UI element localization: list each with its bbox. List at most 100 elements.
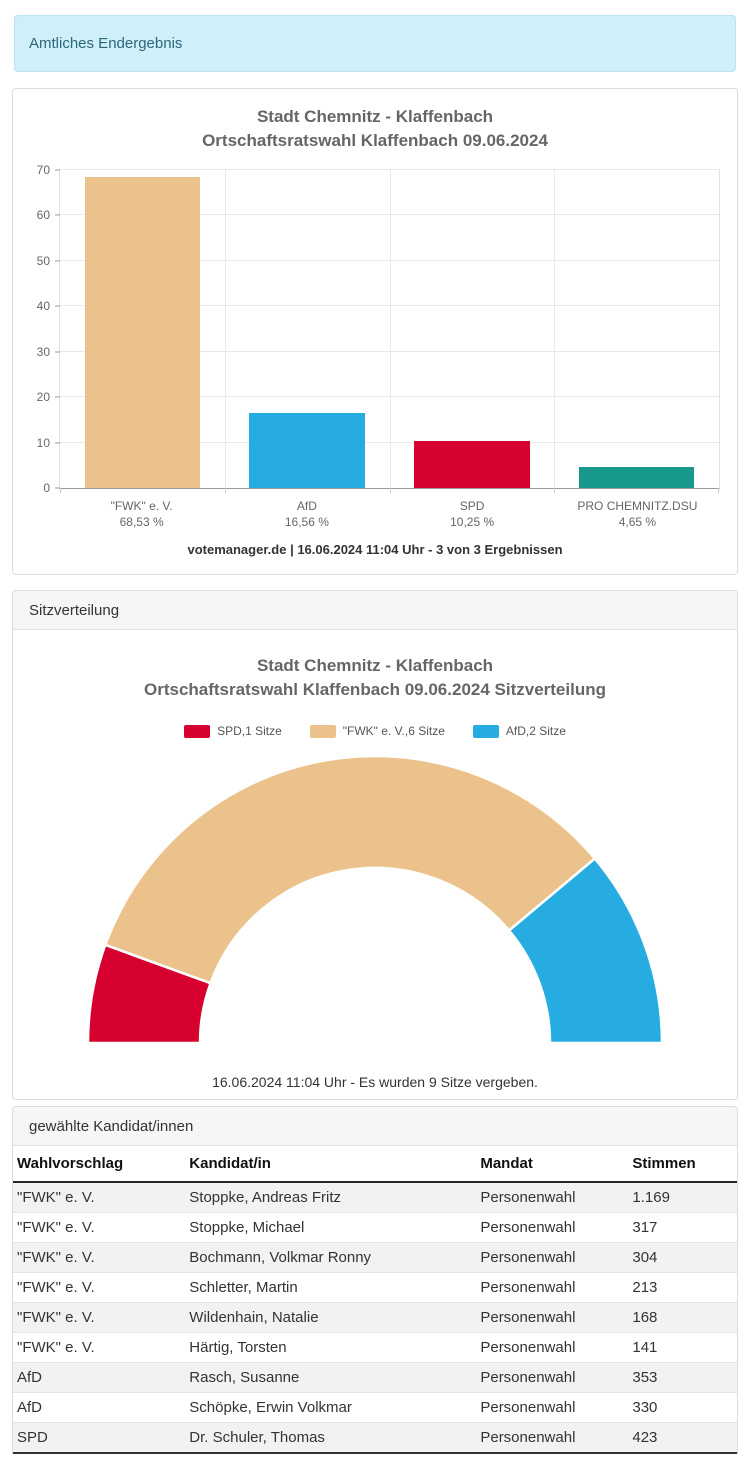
- bar-chart-title: Stadt Chemnitz - Klaffenbach Ortschaftsr…: [13, 105, 737, 153]
- cell-kandidat: Schletter, Martin: [189, 1279, 298, 1296]
- bar-category-name: "FWK" e. V.: [110, 499, 173, 513]
- cell-mandat: Personenwahl: [480, 1279, 576, 1296]
- table-row: "FWK" e. V. Schletter, Martin Personenwahl…: [13, 1272, 737, 1303]
- table-row: AfD Rasch, Susanne Personenwahl 353: [13, 1362, 737, 1393]
- y-axis-tick: [55, 442, 60, 444]
- x-axis-tick: [224, 488, 226, 493]
- legend-label: "FWK" e. V.,6 Sitze: [342, 724, 445, 738]
- bar-chart-title-line2: Ortschaftsratswahl Klaffenbach 09.06.202…: [202, 131, 548, 150]
- bar-afd: [249, 412, 365, 488]
- cell-stimmen: 213: [632, 1279, 658, 1296]
- y-axis-tick: [55, 487, 60, 489]
- y-axis-tick: [55, 305, 60, 307]
- x-axis-tick: [718, 488, 719, 493]
- x-axis-tick: [60, 488, 61, 493]
- table-row: AfD Schöpke, Erwin Volkmar Personenwahl 330: [13, 1392, 737, 1423]
- donut-chart-title-line1: Stadt Chemnitz - Klaffenbach: [256, 656, 494, 675]
- bar-prochemnitzdsu: [578, 466, 695, 488]
- seat-distribution-donut-chart: [86, 754, 664, 1045]
- cell-kandidat: Stoppke, Michael: [189, 1219, 305, 1236]
- bar-category-name: AfD: [296, 499, 317, 513]
- vertical-gridline: [554, 170, 556, 488]
- legend-item: AfD,2 Sitze: [472, 724, 566, 738]
- table-row: SPD Dr. Schuler, Thomas Personenwahl 423: [13, 1422, 737, 1453]
- seat-distribution-card: Sitzverteilung Stadt Chemnitz - Klaffenb…: [12, 590, 738, 1100]
- candidates-table: Wahlvorschlag Kandidat/in Mandat Stimmen "F…: [13, 1146, 737, 1454]
- cell-stimmen: 141: [632, 1339, 658, 1356]
- cell-kandidat: Rasch, Susanne: [189, 1369, 300, 1386]
- cell-kandidat: Wildenhain, Natalie: [189, 1309, 319, 1326]
- column-header-stimmen: Stimmen: [628, 1146, 737, 1183]
- bar-category-label: SPD 10,25 %: [390, 498, 555, 530]
- bar-category-value: 4,65 %: [618, 515, 657, 529]
- vertical-gridline: [224, 170, 226, 488]
- cell-wahlvorschlag: "FWK" e. V.: [17, 1249, 95, 1266]
- cell-wahlvorschlag: SPD: [17, 1429, 48, 1446]
- cell-stimmen: 317: [632, 1219, 658, 1236]
- bar-chart-footer: votemanager.de | 16.06.2024 11:04 Uhr - …: [187, 542, 563, 557]
- table-row: "FWK" e. V. Stoppke, Michael Personenwahl 3…: [13, 1212, 737, 1243]
- y-axis-tick: [55, 260, 60, 262]
- donut-chart-title: Stadt Chemnitz - Klaffenbach Ortschaftsr…: [13, 654, 737, 702]
- legend-swatch: [184, 724, 211, 738]
- y-axis-tick: [55, 214, 60, 216]
- bar-spd: [414, 441, 530, 488]
- cell-kandidat: Härtig, Torsten: [189, 1339, 287, 1356]
- official-result-alert: Amtliches Endergebnis: [14, 15, 736, 72]
- cell-kandidat: Stoppke, Andreas Fritz: [189, 1189, 342, 1206]
- legend-label: SPD,1 Sitze: [217, 724, 282, 738]
- y-axis-tick-label: 10: [36, 435, 50, 450]
- seat-distribution-body: Stadt Chemnitz - Klaffenbach Ortschaftsr…: [13, 630, 737, 1099]
- y-axis-tick-label: 30: [36, 344, 50, 359]
- bar-category-label: AfD 16,56 %: [224, 498, 389, 530]
- cell-mandat: Personenwahl: [480, 1309, 576, 1326]
- cell-stimmen: 330: [632, 1399, 658, 1416]
- seat-distribution-header: Sitzverteilung: [13, 591, 737, 630]
- y-axis-tick-label: 20: [36, 390, 50, 405]
- vertical-gridline: [389, 170, 391, 488]
- donut-chart-footer: 16.06.2024 11:04 Uhr - Es wurden 9 Sitze…: [212, 1074, 538, 1090]
- table-row: "FWK" e. V. Härtig, Torsten Personenwahl 14…: [13, 1332, 737, 1363]
- bar-category-value: 16,56 %: [284, 515, 329, 529]
- column-header-wahlvorschlag: Wahlvorschlag: [13, 1146, 186, 1183]
- y-axis-tick-label: 70: [36, 163, 50, 177]
- table-row: "FWK" e. V. Stoppke, Andreas Fritz Persone…: [13, 1182, 737, 1213]
- bar-category-value: 10,25 %: [450, 515, 495, 529]
- cell-stimmen: 1.169: [632, 1189, 670, 1206]
- cell-stimmen: 423: [632, 1429, 658, 1446]
- column-header-kandidatin: Kandidat/in: [185, 1146, 477, 1183]
- x-axis-tick: [554, 488, 556, 493]
- cell-mandat: Personenwahl: [480, 1249, 576, 1266]
- cell-wahlvorschlag: AfD: [17, 1369, 43, 1386]
- bar-category-label: PRO CHEMNITZ.DSU 4,65 %: [555, 498, 720, 530]
- cell-kandidat: Dr. Schuler, Thomas: [189, 1429, 325, 1446]
- cell-kandidat: Schöpke, Erwin Volkmar: [189, 1399, 352, 1416]
- donut-segment-fwkev: [103, 754, 597, 985]
- candidates-table-header-row: Wahlvorschlag Kandidat/in Mandat Stimmen: [13, 1146, 737, 1183]
- legend-swatch: [309, 724, 336, 738]
- y-axis-tick-label: 60: [36, 208, 50, 223]
- y-axis-tick: [55, 169, 60, 171]
- results-chart-card: Stadt Chemnitz - Klaffenbach Ortschaftsr…: [12, 88, 738, 575]
- cell-mandat: Personenwahl: [480, 1219, 576, 1236]
- bar-chart-plot-area: 0 10 20 30 40 50 60 70: [37, 164, 720, 494]
- donut-chart-legend: SPD,1 Sitze "FWK" e. V.,6 Sitze AfD,2 Sitz…: [13, 724, 737, 738]
- candidates-table-body: "FWK" e. V. Stoppke, Andreas Fritz Persone…: [13, 1182, 737, 1453]
- legend-swatch: [472, 724, 499, 738]
- y-axis-tick-label: 50: [36, 253, 50, 268]
- bar-category-label: "FWK" e. V. 68,53 %: [59, 498, 224, 530]
- cell-mandat: Personenwahl: [480, 1339, 576, 1356]
- cell-mandat: Personenwahl: [480, 1429, 576, 1446]
- cell-wahlvorschlag: "FWK" e. V.: [17, 1339, 95, 1356]
- cell-stimmen: 353: [632, 1369, 658, 1386]
- elected-candidates-header: gewählte Kandidat/innen: [13, 1107, 737, 1146]
- cell-stimmen: 168: [632, 1309, 658, 1326]
- gridline: [60, 169, 719, 170]
- y-axis-tick-label: 0: [43, 481, 50, 495]
- donut-segment-afd: [507, 856, 664, 1045]
- bar-chart-title-line1: Stadt Chemnitz - Klaffenbach: [256, 107, 494, 126]
- cell-wahlvorschlag: "FWK" e. V.: [17, 1309, 95, 1326]
- table-row: "FWK" e. V. Bochmann, Volkmar Ronny Person…: [13, 1242, 737, 1273]
- bar-fwkev: [84, 176, 201, 488]
- legend-item: "FWK" e. V.,6 Sitze: [309, 724, 445, 738]
